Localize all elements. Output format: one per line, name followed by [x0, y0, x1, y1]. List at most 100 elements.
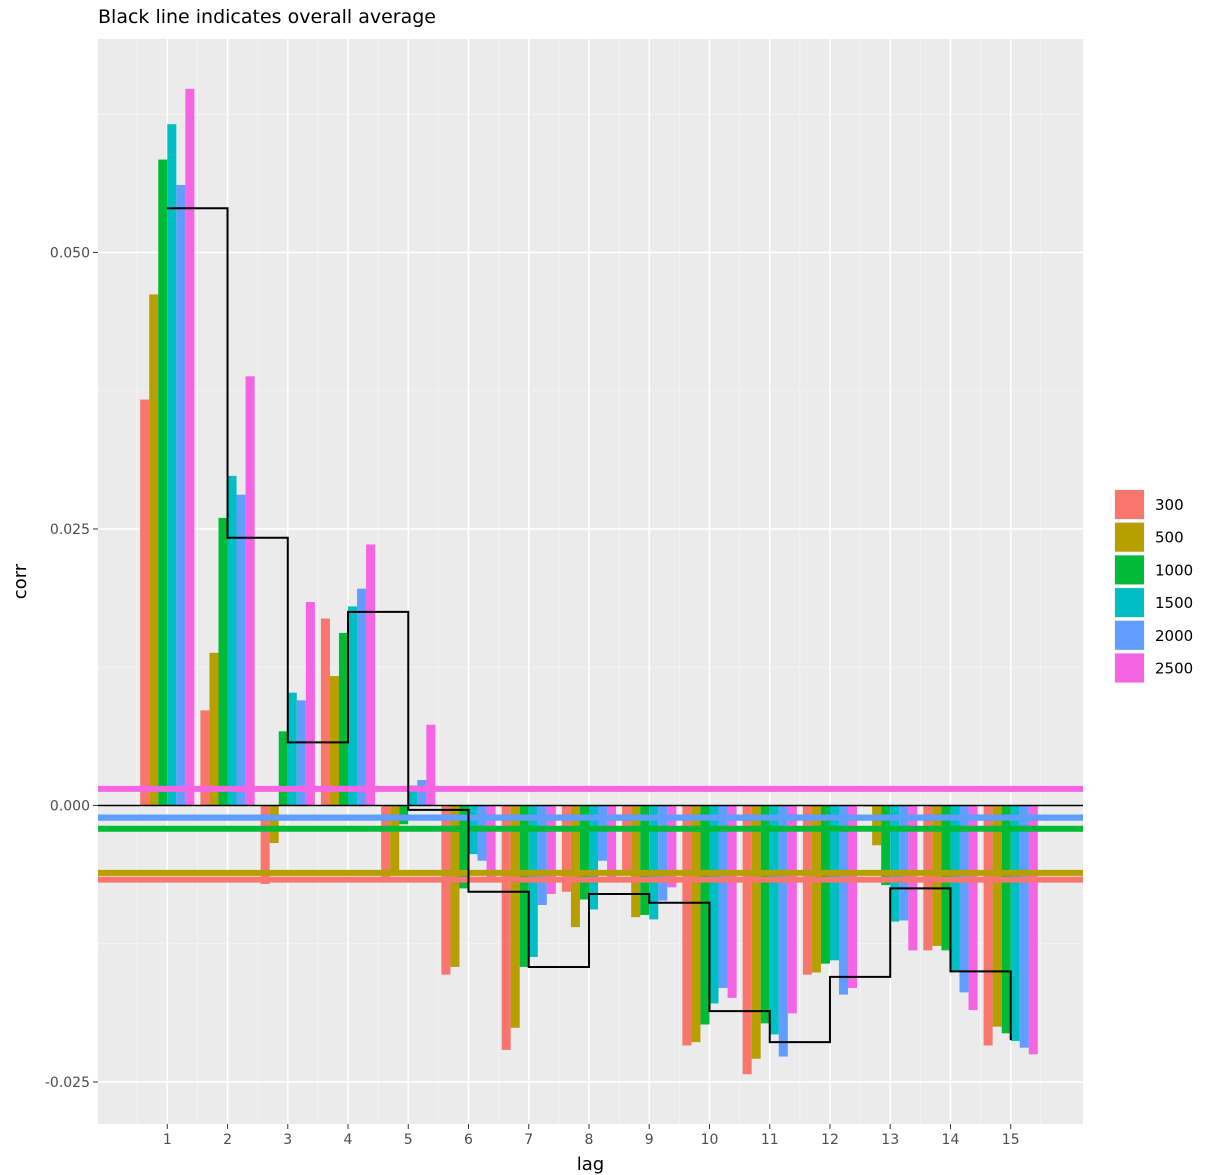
x-tick-label: 5: [404, 1132, 413, 1148]
bar: [185, 88, 195, 806]
chart-title: Black line indicates overall average: [98, 6, 436, 28]
bar: [296, 700, 306, 806]
bar: [959, 805, 969, 993]
bar: [287, 692, 297, 806]
bar: [338, 632, 349, 806]
bar: [769, 805, 779, 1035]
x-tick-label: 8: [585, 1132, 594, 1148]
x-axis: 1 2 3 4 5 6 7 8 9 10 11 12 13 14 15: [163, 1124, 1020, 1148]
bar: [408, 785, 418, 806]
y-tick-label: -0.025: [45, 1075, 90, 1091]
bar: [890, 805, 900, 922]
bar: [320, 618, 330, 806]
overall-average-step-line: [167, 207, 1012, 1044]
bar: [570, 805, 580, 928]
bar: [501, 805, 511, 1050]
legend-swatch: [1115, 653, 1144, 683]
bar: [218, 517, 228, 806]
x-tick-label: 15: [1002, 1132, 1020, 1148]
bar: [579, 805, 589, 900]
legend-label: 500: [1155, 529, 1184, 547]
x-tick-label: 2: [223, 1132, 232, 1148]
bar: [950, 805, 960, 972]
bar: [149, 294, 159, 806]
bar: [305, 601, 315, 806]
legend-swatch: [1115, 588, 1144, 618]
bar: [1019, 805, 1029, 1048]
legend-swatch: [1115, 490, 1144, 519]
bar: [983, 805, 993, 1046]
bar: [450, 805, 460, 967]
bar: [200, 710, 210, 806]
bar: [658, 805, 668, 901]
bar: [622, 805, 632, 872]
legend: 300 500 1000 1500 2000 2500: [1114, 489, 1193, 684]
bar: [269, 805, 279, 844]
bar: [872, 805, 882, 846]
bar: [357, 588, 367, 806]
series-average-lines: [98, 785, 1083, 883]
x-tick-label: 7: [524, 1132, 533, 1148]
bar: [718, 805, 728, 988]
bar: [1001, 805, 1011, 1034]
bar: [236, 494, 246, 806]
x-tick-label: 12: [821, 1132, 839, 1148]
bar: [899, 805, 909, 921]
x-tick-label: 4: [344, 1132, 353, 1148]
legend-label: 1000: [1155, 561, 1193, 579]
bar: [278, 731, 288, 806]
bar: [829, 805, 840, 961]
bar: [417, 780, 427, 806]
x-tick-label: 10: [701, 1132, 719, 1148]
bar: [751, 805, 761, 1059]
legend-swatch: [1115, 522, 1144, 552]
bar: [348, 606, 358, 806]
bar: [667, 805, 677, 888]
bar: [158, 159, 168, 806]
bar: [176, 184, 186, 806]
bar: [167, 124, 177, 806]
y-tick-label: 0.050: [50, 245, 90, 261]
bar: [537, 805, 547, 906]
bar: [598, 805, 608, 861]
bar: [546, 805, 556, 894]
bars: [140, 88, 1038, 1075]
bar: [778, 805, 788, 1057]
legend-swatch: [1115, 555, 1144, 585]
y-axis: 0.050 0.025 0.000 -0.025: [45, 245, 98, 1091]
bar: [811, 805, 821, 973]
y-tick-label: 0.000: [50, 798, 90, 814]
x-tick-label: 1: [163, 1132, 172, 1148]
bar: [426, 724, 436, 806]
bar: [588, 805, 599, 910]
bar: [742, 805, 752, 1075]
bar: [691, 805, 701, 1043]
bar: [459, 805, 469, 889]
bar: [848, 805, 858, 988]
bar: [968, 805, 978, 1011]
bar: [607, 805, 617, 880]
gridlines: [98, 39, 1083, 1124]
bar: [700, 805, 710, 1025]
legend-label: 1500: [1155, 594, 1193, 612]
bar: [441, 805, 451, 975]
bar: [329, 676, 339, 806]
bar: [802, 805, 812, 975]
bar: [140, 399, 150, 806]
bar: [209, 652, 219, 806]
bar: [820, 805, 830, 964]
plot-panel: [98, 39, 1083, 1124]
bar: [709, 805, 719, 1004]
x-tick-label: 9: [645, 1132, 654, 1148]
bar: [561, 805, 571, 892]
bar: [881, 805, 891, 886]
bar: [760, 805, 770, 1024]
bar: [381, 805, 391, 880]
legend-label: 2000: [1155, 627, 1193, 645]
legend-swatch: [1115, 620, 1144, 650]
bar: [366, 544, 376, 806]
bar: [839, 805, 849, 995]
y-axis-title: corr: [10, 563, 31, 599]
bar: [260, 805, 270, 884]
